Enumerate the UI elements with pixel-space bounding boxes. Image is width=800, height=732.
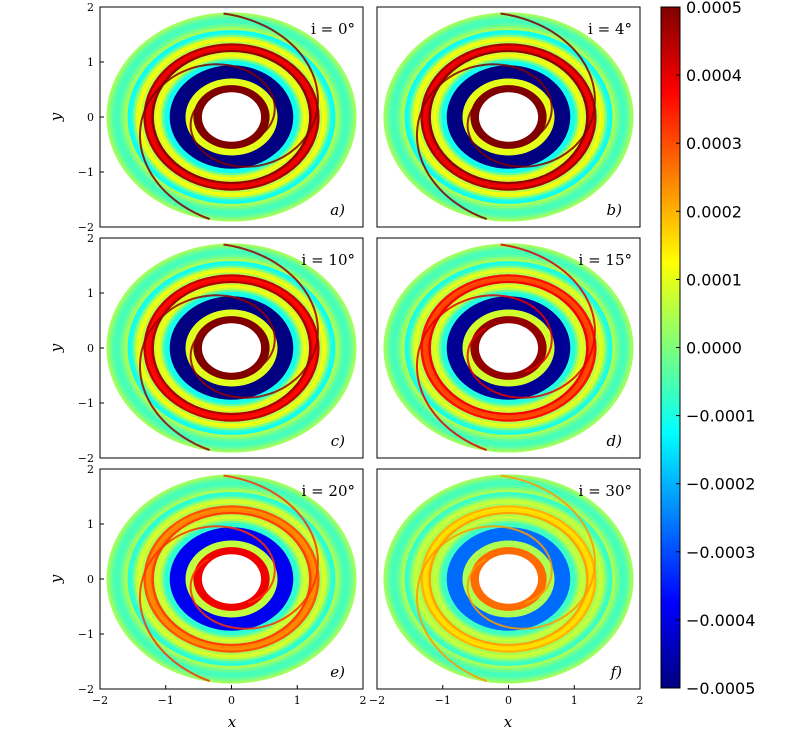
panel-a-inner-hole [201, 92, 262, 142]
panel-f-spiral-arm-2 [466, 474, 596, 630]
colorbar-tick-label: −0.0002 [686, 475, 755, 494]
panel-d-inclination: i = 15° [579, 251, 633, 269]
panel-a-ytick-label: 2 [87, 1, 94, 14]
colorbar-tick-label: 0.0002 [686, 202, 742, 221]
panel-f: i = 30° f) −2 −1 0 1 2 [369, 468, 644, 707]
panel-b-frame [376, 6, 641, 228]
panel-e-inclination: i = 20° [302, 482, 356, 500]
panel-d-spiral-arm-1 [416, 294, 553, 452]
colorbar-tick-label: −0.0005 [686, 679, 755, 698]
x-axis-label-left: x [228, 713, 237, 731]
panel-d-frame [376, 237, 641, 459]
panel-e-ytick-label: −2 [78, 683, 94, 696]
panel-d-inner-hole [478, 323, 539, 373]
panel-c-ytick-label: −2 [78, 452, 94, 465]
panel-e-ytick-label: 2 [87, 463, 94, 476]
panel-a-y-axis-label: y [47, 112, 65, 122]
panel-c-ytick-label: 2 [87, 232, 94, 245]
panel-a-ytick-label: 1 [87, 56, 94, 69]
panel-a-label: a) [330, 201, 345, 219]
colorbar-tick-label: 0.0001 [686, 270, 742, 289]
axes-labels: x x [228, 713, 513, 731]
panel-b-label: b) [607, 201, 623, 219]
panel-e-xtick-label: 1 [294, 694, 301, 707]
panel-f-inner-hole [478, 554, 539, 604]
panel-f-label: f) [610, 663, 623, 681]
panel-c-spiral-arm-1 [139, 294, 276, 452]
panel-b-inclination: i = 4° [588, 20, 632, 38]
panel-c-ytick-label: −1 [78, 397, 94, 410]
panel-b-spiral-arm-1 [416, 63, 553, 221]
panel-a-ytick-label: −1 [78, 166, 94, 179]
colorbar-tick-label: 0.0005 [686, 0, 742, 17]
panel-c-inclination: i = 10° [302, 251, 356, 269]
panel-f-xtick-label: 2 [637, 694, 644, 707]
panel-c-spiral-arm-2 [189, 243, 319, 399]
colorbar-tick-label: 0.0003 [686, 134, 742, 153]
panel-e-ytick-label: −1 [78, 628, 94, 641]
panel-e-spiral-arm-1 [139, 525, 276, 683]
panel-d: i = 15° d) [376, 237, 641, 459]
colorbar-ticks: 0.0005 0.0004 0.0003 0.0002 0.0001 0.0000 −0.0… [676, 0, 755, 698]
panel-e-label: e) [330, 663, 345, 681]
panel-a-ytick-label: −2 [78, 221, 94, 234]
panel-f-xtick-label: 0 [505, 694, 512, 707]
colorbar-tick-label: 0.0004 [686, 66, 742, 85]
panels-group: i = 0° a) 2 1 0 −1 −2 y i = 4° b) i = 10° c) 2 1 0 −1 −2… [47, 1, 644, 707]
panel-d-spiral-arm-2 [466, 243, 596, 399]
panel-e-inner-hole [201, 554, 262, 604]
colorbar: 0.0005 0.0004 0.0003 0.0002 0.0001 0.0000 −0.0… [660, 0, 755, 698]
panel-b-inner-hole [478, 92, 539, 142]
panel-b: i = 4° b) [376, 6, 641, 228]
panel-e-xtick-label: −1 [158, 694, 174, 707]
panel-c-y-axis-label: y [47, 343, 65, 353]
panel-e-xtick-label: −2 [92, 694, 108, 707]
panel-e-xtick-label: 2 [360, 694, 367, 707]
panel-c-ytick-label: 0 [87, 342, 94, 355]
panel-e: i = 20° e) 2 1 0 −1 −2 y −2 −1 0 1 2 [47, 463, 367, 707]
panel-d-label: d) [607, 432, 623, 450]
colorbar-tick-label: −0.0004 [686, 611, 755, 630]
panel-a-ytick-label: 0 [87, 111, 94, 124]
panel-e-ytick-label: 1 [87, 518, 94, 531]
panel-a-inclination: i = 0° [311, 20, 355, 38]
x-axis-label-right: x [504, 713, 513, 731]
colorbar-tick-label: −0.0003 [686, 543, 755, 562]
panel-f-inclination: i = 30° [579, 482, 633, 500]
panel-c-inner-hole [201, 323, 262, 373]
panel-c: i = 10° c) 2 1 0 −1 −2 y [47, 232, 364, 465]
colorbar-tick-label: −0.0001 [686, 407, 755, 426]
panel-e-y-axis-label: y [47, 574, 65, 584]
panel-c-label: c) [331, 432, 345, 450]
panel-a: i = 0° a) 2 1 0 −1 −2 y [47, 1, 364, 234]
panel-e-ytick-label: 0 [87, 573, 94, 586]
panel-a-spiral-arm-1 [139, 63, 276, 221]
colorbar-tick-label: 0.0000 [686, 339, 742, 358]
panel-f-spiral-arm-1 [416, 525, 553, 683]
panel-f-xtick-label: 1 [571, 694, 578, 707]
panel-b-spiral-arm-2 [466, 12, 596, 168]
panel-e-spiral-arm-2 [189, 474, 319, 630]
panel-f-xtick-label: −2 [369, 694, 385, 707]
panel-f-xtick-label: −1 [435, 694, 451, 707]
panel-a-spiral-arm-2 [189, 12, 319, 168]
panel-e-xtick-label: 0 [228, 694, 235, 707]
panel-c-ytick-label: 1 [87, 287, 94, 300]
